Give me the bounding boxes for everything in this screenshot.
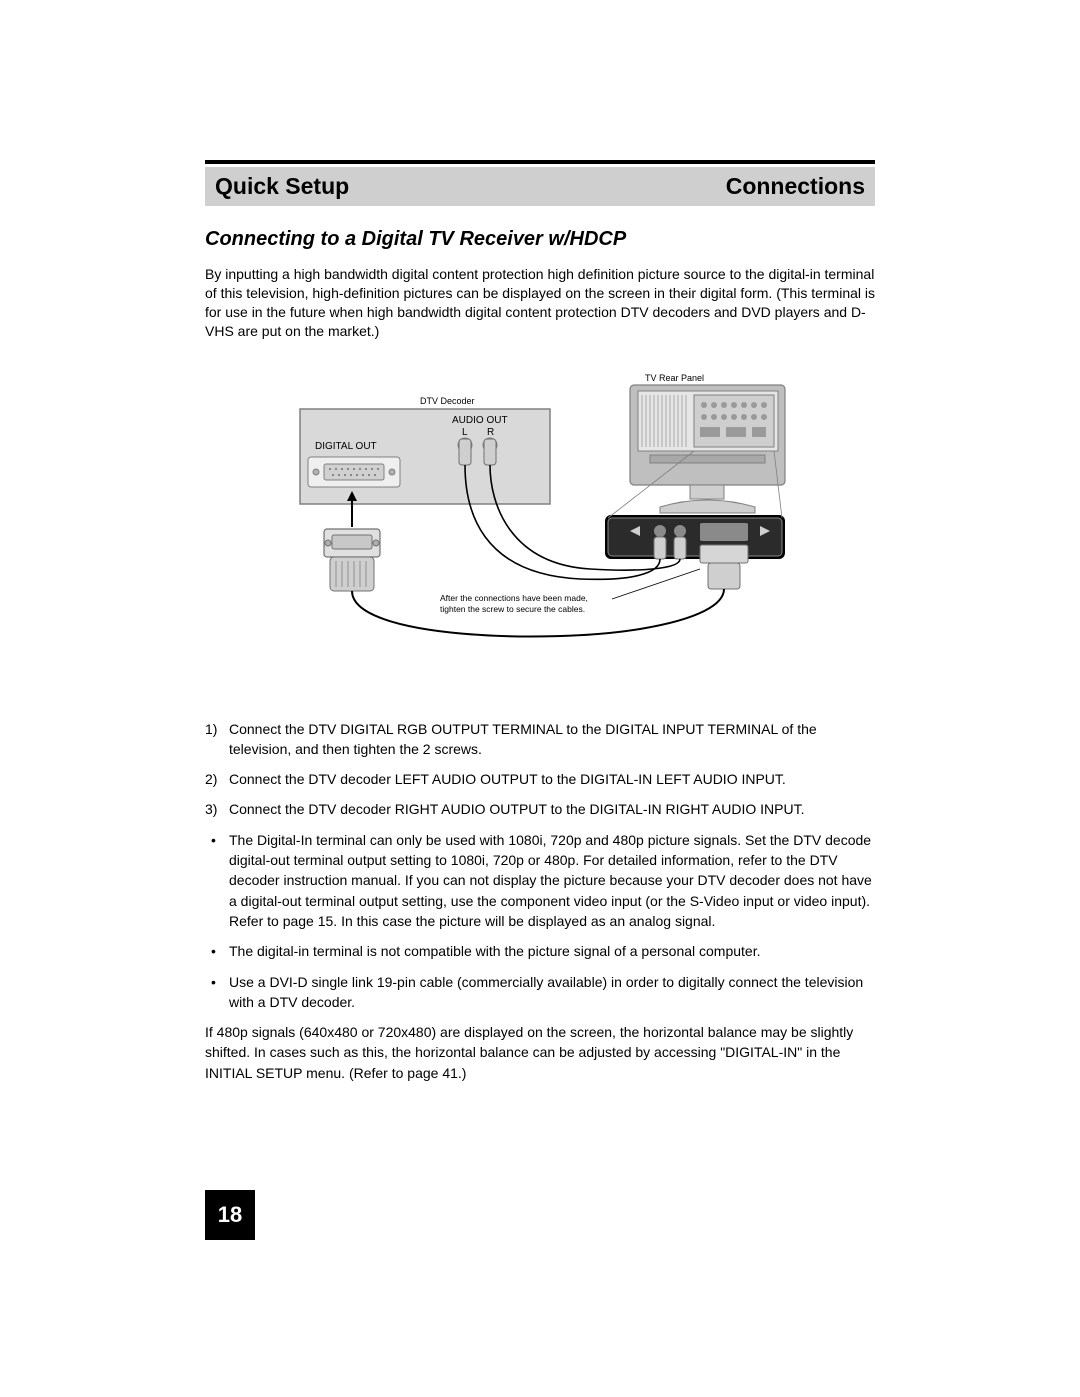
- page-number: 18: [205, 1190, 255, 1240]
- bullet-icon: •: [205, 972, 229, 1013]
- section-header: Quick Setup Connections: [205, 167, 875, 206]
- diagram-note-line1: After the connections have been made,: [440, 593, 588, 603]
- manual-page: Quick Setup Connections Connecting to a …: [205, 160, 875, 1083]
- top-rule: [205, 160, 875, 164]
- label-audio-r: R: [487, 427, 494, 438]
- step-text: Connect the DTV decoder RIGHT AUDIO OUTP…: [229, 799, 875, 819]
- diagram-svg: TV Rear Panel: [290, 369, 790, 659]
- diagram-note-line2: tighten the screw to secure the cables.: [440, 604, 585, 614]
- step-number: 1): [205, 719, 229, 760]
- steps-list: 1) Connect the DTV DIGITAL RGB OUTPUT TE…: [205, 719, 875, 1083]
- label-dtv-decoder: DTV Decoder: [420, 396, 475, 406]
- step-number: 3): [205, 799, 229, 819]
- header-left: Quick Setup: [215, 173, 349, 200]
- list-item: • Use a DVI-D single link 19-pin cable (…: [205, 972, 875, 1013]
- note-pointer: [612, 569, 700, 599]
- label-digital-out: DIGITAL OUT: [315, 441, 377, 452]
- bullet-list: • The Digital-In terminal can only be us…: [205, 830, 875, 1012]
- bullet-text: The Digital-In terminal can only be used…: [229, 830, 875, 931]
- zoom-panel-icon: [605, 515, 785, 589]
- bullet-text: Use a DVI-D single link 19-pin cable (co…: [229, 972, 875, 1013]
- intro-paragraph: By inputting a high bandwidth digital co…: [205, 265, 875, 341]
- decoder-icon: AUDIO OUT L R DIGITAL OUT: [300, 409, 550, 504]
- header-right: Connections: [726, 173, 865, 200]
- step-item: 1) Connect the DTV DIGITAL RGB OUTPUT TE…: [205, 719, 875, 760]
- tv-rear-icon: [630, 385, 785, 513]
- step-number: 2): [205, 769, 229, 789]
- step-text: Connect the DTV decoder LEFT AUDIO OUTPU…: [229, 769, 875, 789]
- bullet-text: The digital-in terminal is not compatibl…: [229, 941, 875, 961]
- step-text: Connect the DTV DIGITAL RGB OUTPUT TERMI…: [229, 719, 875, 760]
- step-item: 3) Connect the DTV decoder RIGHT AUDIO O…: [205, 799, 875, 819]
- subheading: Connecting to a Digital TV Receiver w/HD…: [205, 228, 875, 251]
- list-item: • The digital-in terminal is not compati…: [205, 941, 875, 961]
- label-audio-out: AUDIO OUT: [452, 415, 508, 426]
- bullet-icon: •: [205, 941, 229, 961]
- footnote: If 480p signals (640x480 or 720x480) are…: [205, 1022, 875, 1083]
- bullet-icon: •: [205, 830, 229, 931]
- label-tv-rear: TV Rear Panel: [645, 373, 704, 383]
- label-audio-l: L: [462, 427, 468, 438]
- step-item: 2) Connect the DTV decoder LEFT AUDIO OU…: [205, 769, 875, 789]
- list-item: • The Digital-In terminal can only be us…: [205, 830, 875, 931]
- dvi-plug-icon: [324, 529, 380, 591]
- connection-diagram: TV Rear Panel: [290, 369, 790, 659]
